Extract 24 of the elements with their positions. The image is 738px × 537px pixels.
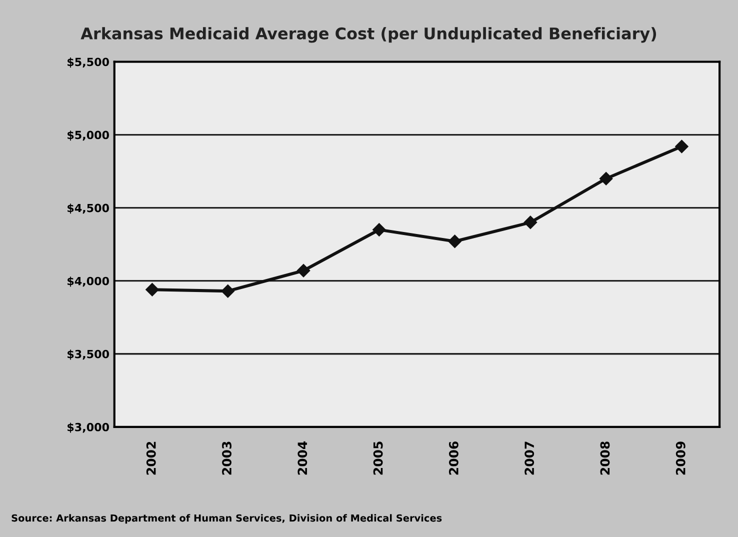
y-tick-label: $4,000: [68, 276, 109, 287]
x-tick-label: 2009: [676, 442, 686, 475]
source-note: Source: Arkansas Department of Human Services, Division of Medical Services: [12, 514, 442, 524]
chart-title: Arkansas Medicaid Average Cost (per Unduplicated Beneficiary): [80, 27, 656, 43]
y-tick-label: $4,500: [68, 204, 109, 214]
y-tick-label: $3,500: [68, 350, 109, 360]
x-tick-label: 2002: [146, 442, 156, 475]
y-tick-label: $5,000: [68, 130, 109, 141]
point: [146, 283, 159, 296]
x-tick-label: 2006: [448, 441, 458, 475]
x-tick-label: 2004: [298, 441, 308, 475]
y-tick-label: $5,500: [68, 58, 109, 68]
x-tick-label: 2003: [222, 442, 232, 475]
point: [448, 234, 462, 248]
y-tick-label: $3,000: [68, 422, 109, 433]
x-tick-label: 2005: [373, 442, 383, 475]
point: [372, 223, 386, 236]
x-tick-label: 2008: [600, 442, 610, 475]
x-tick-label: 2007: [524, 442, 534, 475]
point: [296, 264, 310, 278]
point: [675, 140, 688, 154]
point: [524, 216, 538, 230]
point: [221, 284, 234, 298]
point: [599, 172, 613, 186]
